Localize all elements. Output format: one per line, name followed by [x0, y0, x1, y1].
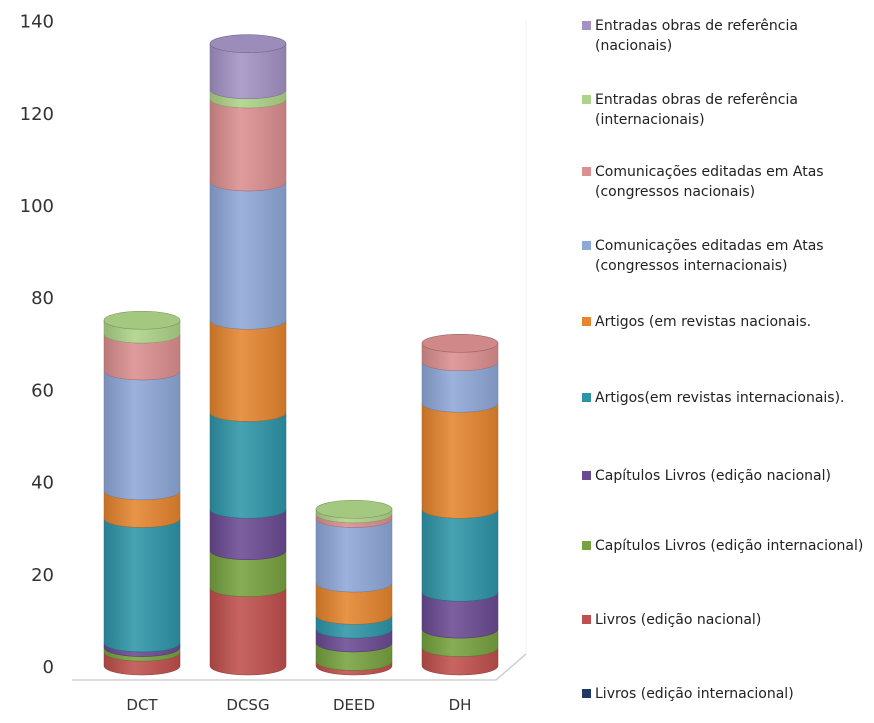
x-tick-label: DCSG [226, 696, 269, 714]
bar-segment [421, 509, 499, 602]
y-tick-label: 20 [31, 565, 54, 586]
legend-label: Capítulos Livros (edição internacional) [595, 538, 864, 554]
legend-swatch [582, 471, 591, 480]
y-tick-label: 100 [20, 196, 54, 217]
bar-stack-dct [103, 310, 181, 676]
legend-swatch [582, 95, 591, 104]
y-tick-label: 80 [31, 288, 54, 309]
legend-item: Artigos (em revistas nacionais. [582, 312, 865, 332]
legend-label: Entradas obras de referência (nacionais) [595, 18, 798, 54]
legend-item: Artigos(em revistas internacionais). [582, 388, 865, 408]
bar-segment [103, 518, 181, 653]
bar-top-cap [103, 310, 181, 330]
x-tick-label: DCT [126, 696, 158, 714]
legend-item: Livros (edição internacional) [582, 684, 865, 704]
legend-swatch [582, 21, 591, 30]
bar-segment [209, 412, 287, 519]
bar-top-cap [209, 34, 287, 53]
bar-segment [209, 587, 287, 676]
legend-label: Entradas obras de referência (internacio… [595, 92, 798, 128]
bar-stack-deed [315, 499, 393, 676]
legend-label: Capítulos Livros (edição nacional) [595, 468, 831, 484]
bar-stack-dcsg [209, 34, 287, 676]
legend-swatch [582, 317, 591, 326]
legend-item: Comunicações editadas em Atas (congresso… [582, 162, 865, 202]
legend-item: Capítulos Livros (edição nacional) [582, 466, 865, 486]
legend-label: Artigos (em revistas nacionais. [595, 314, 812, 330]
bar-segment [209, 181, 287, 330]
y-tick-label: 140 [20, 12, 54, 33]
bar-segment [103, 370, 181, 501]
legend-swatch [582, 615, 591, 624]
chart-floor [72, 653, 527, 681]
legend-swatch [582, 541, 591, 550]
bar-segment [209, 320, 287, 422]
legend-item: Livros (edição nacional) [582, 610, 865, 630]
legend-item: Comunicações editadas em Atas (congresso… [582, 236, 865, 276]
y-tick-label: 40 [31, 473, 54, 494]
legend-label: Artigos(em revistas internacionais). [595, 390, 845, 406]
bar-top-cap [421, 333, 499, 353]
legend-swatch [582, 167, 591, 176]
y-tick-label: 120 [20, 104, 54, 125]
legend-swatch [582, 689, 591, 698]
x-tick-label: DEED [333, 696, 375, 714]
legend-swatch [582, 393, 591, 402]
legend-item: Entradas obras de referência (internacio… [582, 90, 865, 130]
bar-top-cap [315, 499, 393, 519]
x-tick-label: DH [449, 696, 472, 714]
legend-item: Capítulos Livros (edição internacional) [582, 536, 865, 556]
legend-label: Livros (edição internacional) [595, 686, 794, 702]
y-tick-label: 60 [31, 380, 54, 401]
bar-segment [421, 403, 499, 519]
legend-label: Comunicações editadas em Atas (congresso… [595, 238, 824, 274]
legend-label: Livros (edição nacional) [595, 612, 762, 628]
bar-stack-dh [421, 333, 499, 676]
y-tick-label: 0 [43, 657, 54, 678]
legend-label: Comunicações editadas em Atas (congresso… [595, 164, 824, 200]
legend-item: Entradas obras de referência (nacionais) [582, 16, 865, 56]
legend-swatch [582, 241, 591, 250]
bar-segment [209, 98, 287, 192]
bar-segment [315, 518, 393, 593]
